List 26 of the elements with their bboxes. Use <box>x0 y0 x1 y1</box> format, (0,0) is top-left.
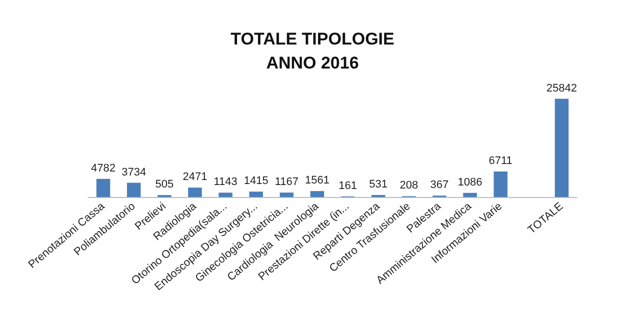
bar <box>494 172 508 197</box>
bar <box>218 192 232 197</box>
bar <box>310 191 324 197</box>
data-label: 208 <box>400 180 418 192</box>
bar <box>554 98 569 197</box>
data-label: 161 <box>338 180 357 192</box>
data-label: 1415 <box>244 175 268 188</box>
data-label: 1167 <box>274 176 298 188</box>
chart-title: TOTALE TIPOLOGIE ANNO 2016 <box>230 30 394 72</box>
data-label: 1143 <box>214 176 238 188</box>
data-label: 531 <box>369 178 388 190</box>
bar <box>280 192 294 197</box>
bar <box>188 188 202 197</box>
data-label: 1561 <box>304 174 330 187</box>
data-label: 6711 <box>488 155 512 167</box>
data-label: 505 <box>155 178 174 191</box>
data-label: 367 <box>430 179 449 192</box>
bar <box>249 192 263 197</box>
data-label: 3734 <box>122 166 146 178</box>
data-label: 25842 <box>546 82 578 94</box>
data-label: 1086 <box>458 176 482 188</box>
bar <box>96 178 110 197</box>
bar <box>126 182 141 197</box>
bar <box>463 192 477 197</box>
data-label: 4782 <box>91 162 116 174</box>
data-label: 2471 <box>182 171 208 184</box>
